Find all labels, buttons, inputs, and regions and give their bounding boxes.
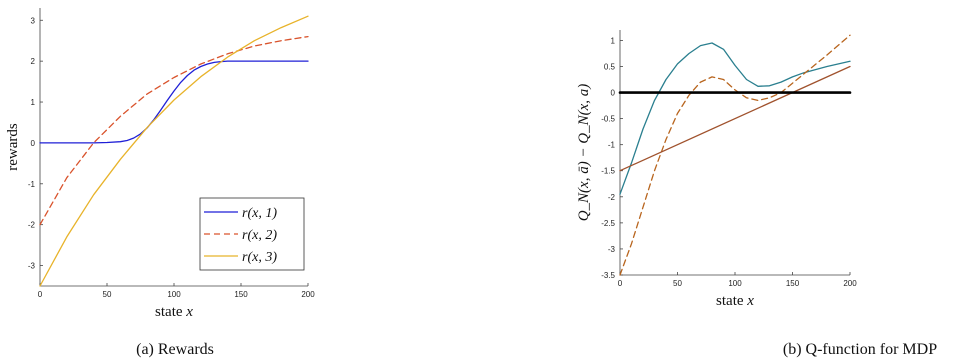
y-tick-label: 0: [611, 89, 616, 98]
y-tick-label: -2.5: [601, 219, 615, 228]
y-tick-label: -3: [28, 262, 36, 271]
y-axis-label: Q_N(x, ā) − Q_N(x, a): [576, 84, 592, 222]
y-tick-label: -3: [608, 245, 616, 254]
y-tick-label: 2: [31, 57, 36, 66]
x-tick-label: 150: [786, 279, 800, 288]
x-tick-label: 0: [38, 290, 43, 299]
y-tick-label: 1: [31, 98, 36, 107]
x-axis-label: state x: [155, 304, 193, 320]
x-tick-label: 50: [103, 290, 112, 299]
series-line-1: [39, 35, 309, 226]
y-tick-label: -1: [608, 141, 616, 150]
y-tick-label: 1: [611, 36, 616, 45]
chart-caption: (b) Q-function for MDP: [783, 341, 937, 358]
x-tick-label: 100: [167, 290, 181, 299]
chart-0: 0 50 100 150 200 -3 -2 -1 0 1 2 3 state x rewards (a) …: [5, 8, 315, 358]
chart-1: 0 50 100 150 200 -3.5 -3 -2.5 -2 -1.5 -1 -0.5 0 0.5 1 s…: [576, 30, 937, 358]
series-line-0: [619, 42, 851, 195]
y-tick-label: 0: [31, 139, 36, 148]
y-tick-label: -2: [28, 221, 36, 230]
series-line-2: [39, 15, 309, 287]
x-tick-label: 200: [843, 279, 857, 288]
y-tick-label: 0.5: [604, 62, 616, 71]
x-tick-label: 0: [618, 279, 623, 288]
legend-label: r(x, 2): [242, 228, 277, 243]
y-tick-label: -1.5: [601, 167, 615, 176]
y-tick-label: -1: [28, 180, 36, 189]
y-tick-label: -3.5: [601, 271, 615, 280]
legend-label: r(x, 1): [242, 206, 277, 221]
series-line-1: [619, 34, 851, 276]
series-line-0: [39, 60, 309, 144]
x-tick-label: 50: [673, 279, 682, 288]
legend-label: r(x, 3): [242, 250, 277, 265]
x-axis-label: state x: [716, 293, 754, 309]
y-tick-label: 3: [31, 16, 36, 25]
series-line-2: [619, 65, 851, 172]
x-tick-label: 150: [234, 290, 248, 299]
legend: r(x, 1) r(x, 2) r(x, 3): [199, 197, 305, 271]
y-axis-label: rewards: [5, 123, 21, 171]
y-tick-label: -0.5: [601, 115, 615, 124]
chart-caption: (a) Rewards: [136, 341, 214, 358]
x-tick-label: 100: [728, 279, 742, 288]
y-tick-label: -2: [608, 193, 616, 202]
x-tick-label: 200: [301, 290, 315, 299]
